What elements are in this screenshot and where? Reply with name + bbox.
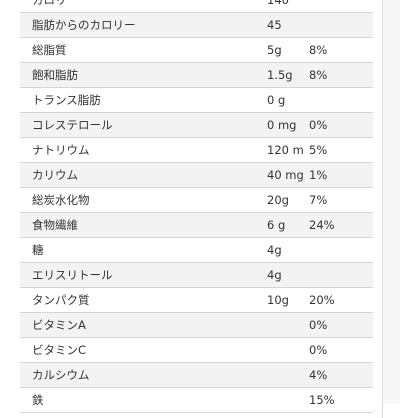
nutrient-name: 総炭水化物	[32, 193, 90, 208]
nutrient-daily-value: 4%	[309, 368, 328, 383]
nutrition-row-sodium: ナトリウム 120 mg 5%	[20, 137, 373, 163]
nutrient-amount: 45	[267, 18, 282, 33]
nutrient-amount: 0 g	[267, 93, 286, 108]
page-scroll-gutter[interactable]	[383, 0, 400, 404]
nutrient-amount	[254, 338, 304, 363]
nutrition-row-saturated-fat: 飽和脂肪 1.5g 8%	[20, 62, 373, 88]
nutrient-name: ナトリウム	[32, 143, 90, 158]
nutrition-row-iron: 鉄 15%	[20, 387, 373, 413]
nutrient-daily-value: 1%	[309, 168, 328, 183]
nutrition-panel: カロリー 140 脂肪からのカロリー 45 総脂質 5g 8% 飽和脂肪 1.5…	[20, 0, 383, 418]
nutrient-amount: 40 mg	[267, 168, 304, 183]
nutrient-name: 食物繊維	[32, 218, 78, 233]
nutrition-table-body: カロリー 140 脂肪からのカロリー 45 総脂質 5g 8% 飽和脂肪 1.5…	[20, 0, 373, 413]
nutrient-daily-value: 20%	[309, 293, 335, 308]
nutrient-amount: 120 mg	[267, 143, 304, 158]
nutrient-name: 飽和脂肪	[32, 68, 78, 83]
nutrition-row-dietary-fiber: 食物繊維 6 g 24%	[20, 212, 373, 238]
nutrient-amount	[254, 388, 304, 413]
nutrient-daily-value: 0%	[309, 343, 328, 358]
nutrition-row-potassium: カリウム 40 mg 1%	[20, 162, 373, 188]
nutrient-name: トランス脂肪	[32, 93, 101, 108]
nutrient-daily-value	[304, 0, 373, 13]
nutrient-amount: 4g	[267, 268, 282, 283]
nutrient-daily-value: 7%	[309, 193, 328, 208]
nutrient-amount: 140	[267, 0, 289, 8]
nutrient-daily-value: 15%	[309, 393, 335, 408]
nutrient-amount: 1.5g	[267, 68, 293, 83]
nutrient-name: カリウム	[32, 168, 78, 183]
nutrient-name: 総脂質	[32, 43, 67, 58]
nutrient-amount: 10g	[267, 293, 289, 308]
nutrient-amount: 20g	[267, 193, 289, 208]
nutrient-daily-value	[304, 263, 373, 288]
nutrient-name: エリスリトール	[32, 268, 113, 283]
nutrient-name: 糖	[32, 243, 44, 258]
nutrient-daily-value: 5%	[309, 143, 328, 158]
nutrient-name: カロリー	[32, 0, 78, 8]
nutrient-amount: 4g	[267, 243, 282, 258]
nutrition-row-calories: カロリー 140	[20, 0, 373, 13]
nutrient-name: 鉄	[32, 393, 44, 408]
nutrition-row-trans-fat: トランス脂肪 0 g	[20, 87, 373, 113]
nutrition-row-vitamin-c: ビタミンC 0%	[20, 337, 373, 363]
nutrition-row-calories-from-fat: 脂肪からのカロリー 45	[20, 12, 373, 38]
nutrition-table: カロリー 140 脂肪からのカロリー 45 総脂質 5g 8% 飽和脂肪 1.5…	[20, 0, 373, 413]
nutrient-name: ビタミンC	[32, 343, 87, 358]
nutrient-daily-value	[304, 238, 373, 263]
nutrition-row-calcium: カルシウム 4%	[20, 362, 373, 388]
nutrition-row-sugars: 糖 4g	[20, 237, 373, 263]
nutrient-amount: 5g	[267, 43, 282, 58]
nutrient-name: タンパク質	[32, 293, 90, 308]
nutrient-amount	[254, 363, 304, 388]
nutrition-row-total-fat: 総脂質 5g 8%	[20, 37, 373, 63]
nutrient-name: ビタミンA	[32, 318, 86, 333]
nutrition-row-erythritol: エリスリトール 4g	[20, 262, 373, 288]
nutrient-amount: 0 mg	[267, 118, 297, 133]
nutrition-row-vitamin-a: ビタミンA 0%	[20, 312, 373, 338]
nutrition-row-cholesterol: コレステロール 0 mg 0%	[20, 112, 373, 138]
nutrient-daily-value	[304, 88, 373, 113]
nutrition-row-total-carbohydrate: 総炭水化物 20g 7%	[20, 187, 373, 213]
nutrient-name: カルシウム	[32, 368, 90, 383]
nutrient-amount	[254, 313, 304, 338]
nutrient-name: 脂肪からのカロリー	[32, 18, 136, 33]
nutrient-daily-value: 8%	[309, 43, 328, 58]
nutrient-daily-value: 24%	[309, 218, 335, 233]
nutrient-daily-value: 8%	[309, 68, 328, 83]
nutrient-daily-value	[304, 13, 373, 38]
nutrient-daily-value: 0%	[309, 318, 328, 333]
nutrient-amount: 6 g	[267, 218, 286, 233]
nutrient-name: コレステロール	[32, 118, 113, 133]
nutrient-daily-value: 0%	[309, 118, 328, 133]
page: カロリー 140 脂肪からのカロリー 45 総脂質 5g 8% 飽和脂肪 1.5…	[20, 0, 400, 418]
nutrition-row-protein: タンパク質 10g 20%	[20, 287, 373, 313]
